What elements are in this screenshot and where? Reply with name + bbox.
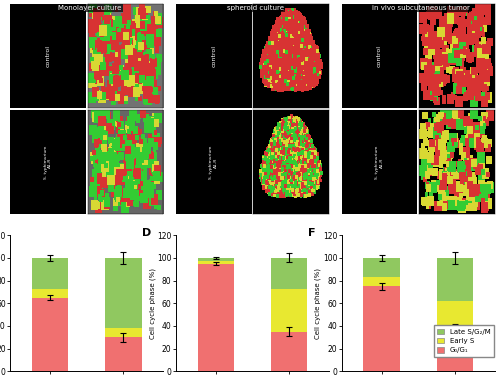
Bar xyxy=(436,301,473,328)
Bar xyxy=(364,258,400,277)
Bar xyxy=(32,288,68,298)
Text: control: control xyxy=(211,45,216,67)
Text: spheroid culture: spheroid culture xyxy=(227,5,284,11)
Bar xyxy=(364,286,400,371)
Bar xyxy=(198,264,234,371)
Bar xyxy=(198,261,234,264)
Text: F: F xyxy=(308,228,316,238)
Bar xyxy=(32,258,68,288)
Text: S. typhimurium
A1-R: S. typhimurium A1-R xyxy=(210,146,218,179)
Bar xyxy=(271,288,308,332)
Legend: Late S/G₂/M, Early S, G₀/G₁: Late S/G₂/M, Early S, G₀/G₁ xyxy=(434,325,494,357)
Text: C: C xyxy=(178,6,186,16)
Text: Monolayer culture: Monolayer culture xyxy=(58,5,122,11)
Text: S. typhimurium
A1-R: S. typhimurium A1-R xyxy=(375,146,384,179)
Bar xyxy=(271,332,308,371)
Bar xyxy=(105,337,142,371)
Text: in vivo subcutaneous tumor: in vivo subcutaneous tumor xyxy=(372,5,470,11)
Bar xyxy=(105,328,142,337)
Text: S. typhimurium
A1-R: S. typhimurium A1-R xyxy=(44,146,52,179)
Bar xyxy=(105,258,142,328)
Text: control: control xyxy=(377,45,382,67)
Text: A: A xyxy=(12,6,20,16)
Bar xyxy=(271,258,308,288)
Bar xyxy=(364,277,400,286)
Text: spheroid culture: spheroid culture xyxy=(227,5,284,11)
Text: Monolayer culture: Monolayer culture xyxy=(58,5,122,11)
Y-axis label: Cell cycle phase (%): Cell cycle phase (%) xyxy=(149,268,156,339)
Text: E: E xyxy=(343,6,350,16)
Bar xyxy=(198,258,234,261)
Bar xyxy=(436,328,473,371)
Bar xyxy=(32,298,68,371)
Text: control: control xyxy=(46,45,51,67)
Bar xyxy=(436,258,473,301)
Text: D: D xyxy=(142,228,151,238)
Y-axis label: Cell cycle phase (%): Cell cycle phase (%) xyxy=(315,268,322,339)
Text: in vivo subcutaneous tumor: in vivo subcutaneous tumor xyxy=(372,5,470,11)
